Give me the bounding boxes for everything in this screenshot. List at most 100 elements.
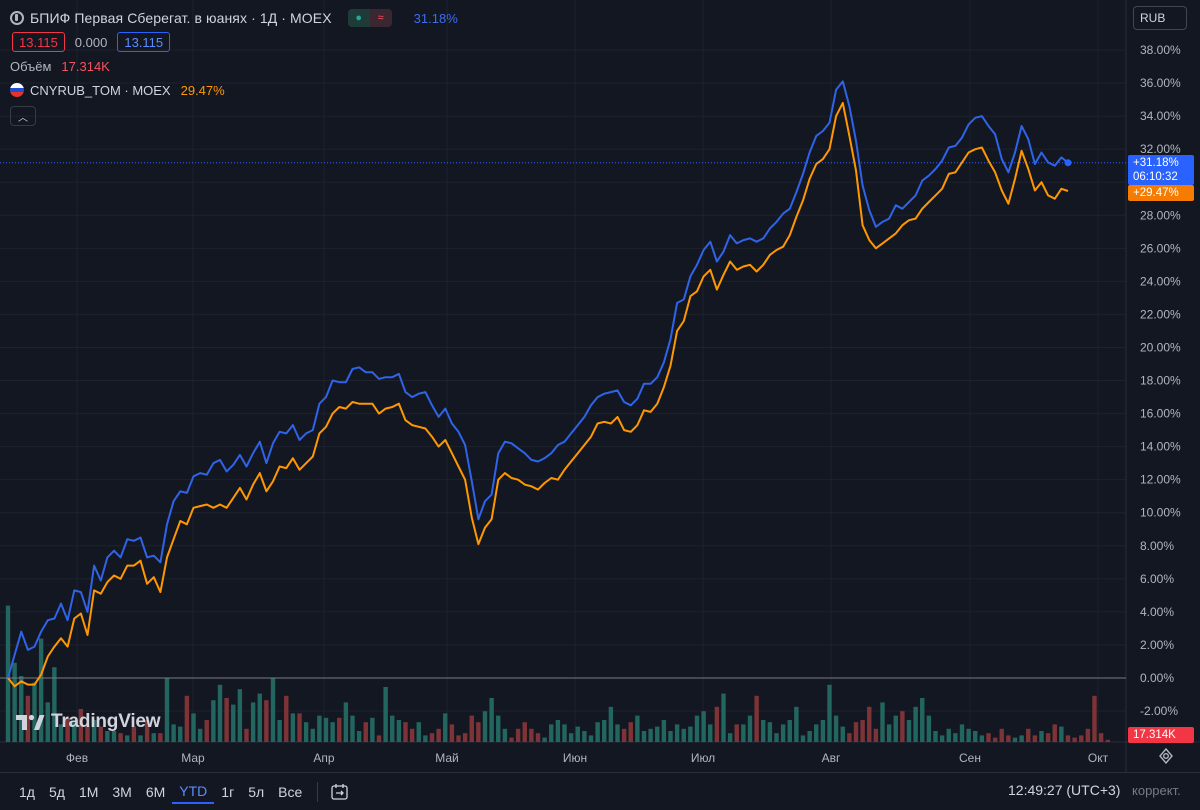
volume-bar [429,733,435,742]
volume-bar [164,678,170,742]
volume-bar [158,733,163,742]
symbol-title[interactable]: БПИФ Первая Сберегат. в юанях · 1Д · MOE… [30,10,332,26]
volume-bar [999,728,1004,742]
y-tick-label: 14.00% [1140,440,1181,454]
volume-bar [529,728,534,742]
volume-bar [310,728,315,742]
volume-bar [515,728,521,742]
legend: БПИФ Первая Сберегат. в юанях · 1Д · MOE… [10,6,458,126]
x-tick-label: Мар [181,751,205,765]
volume-bar [562,724,567,742]
volume-bar [1098,733,1104,742]
volume-bar [588,735,594,742]
range-button[interactable]: 3М [112,783,132,800]
volume-bar [966,728,971,742]
y-tick-label: -2.00% [1140,704,1178,718]
volume-bar [595,722,600,742]
compare-title[interactable]: CNYRUB_TOM · MOEX [30,82,171,98]
correction-toggle[interactable]: коррект. [1132,783,1181,798]
volume-bar [111,731,117,742]
volume-bar [423,735,428,742]
range-button[interactable]: 5л [248,783,265,800]
volume-bar [747,715,753,742]
volume-bar [290,713,296,742]
volume-bar [555,720,561,742]
range-button[interactable]: 1г [221,783,235,800]
volume-bar [343,702,349,742]
volume-bar [217,684,223,742]
y-tick-label: 36.00% [1140,76,1181,90]
volume-bar [72,722,77,742]
calendar-range-icon[interactable] [330,783,350,801]
spread-value: 0.000 [74,34,108,50]
volume-bar [1032,735,1038,742]
volume-bar [476,722,481,742]
main-series-line[interactable] [7,80,1069,679]
volume-bar [390,715,395,742]
volume-bar [257,693,262,742]
x-tick-label: Сен [959,751,981,765]
volume-bar [65,717,70,742]
volume-bar [58,724,64,742]
volume-bar [939,735,945,742]
volume-bar [761,720,766,742]
volume-bar [52,667,57,742]
range-button[interactable]: 1д [19,783,35,800]
volume-bar [933,731,938,742]
range-button[interactable]: Все [278,783,303,800]
sell-price-button[interactable]: 13.115 [12,32,65,52]
volume-bar [794,706,799,742]
currency-selector[interactable]: RUB [1133,6,1187,30]
tradingview-logo[interactable]: TradingView [15,711,161,733]
x-tick-label: Авг [822,751,841,765]
x-tick-label: Май [435,751,459,765]
volume-bar [648,728,653,742]
volume-bar [542,737,547,742]
volume-bar [38,638,44,742]
range-button[interactable]: YTD [172,780,215,804]
volume-bar [370,717,375,742]
volume-bar [661,720,667,742]
y-tick-label: 26.00% [1140,241,1181,255]
buy-price-button[interactable]: 13.115 [117,32,171,52]
volume-bar [1059,726,1064,742]
volume-bar [1105,739,1110,742]
compare-series-line[interactable] [7,101,1069,688]
volume-bar [462,733,468,742]
volume-bar [754,695,759,742]
compare-value: 29.47% [180,82,225,98]
volume-bar [264,700,269,742]
dot-button[interactable]: ● [347,9,370,27]
volume-price-label: 17.314K [1128,727,1194,743]
volume-bar [973,731,978,742]
wave-button[interactable]: ≈ [369,9,392,27]
x-tick-label: Окт [1088,751,1109,765]
range-button[interactable]: 1М [78,783,99,800]
collapse-legend-button[interactable]: ︿ [10,106,36,126]
volume-bar [197,728,203,742]
volume-bar [992,737,998,742]
range-buttons: 1д 5д 1М 3М 6М YTD 1г 5л Все [12,780,309,804]
volume-bar [860,720,865,742]
volume-bar [827,684,832,742]
volume-bar [900,711,905,742]
last-price-dot [1064,159,1072,167]
volume-bar [814,724,819,742]
volume-bar [211,700,216,742]
tradingview-logo-icon [16,714,45,730]
volume-bar [979,735,985,742]
volume-bar [91,720,97,742]
range-button[interactable]: 5д [48,783,65,800]
volume-bar [681,728,686,742]
volume-bar [45,702,50,742]
volume-bar [231,704,236,742]
volume-bar [443,713,448,742]
y-tick-label: 34.00% [1140,109,1181,123]
x-tick-label: Июл [691,751,715,765]
volume-bar [356,731,362,742]
range-button[interactable]: 6М [145,783,166,800]
clock[interactable]: 12:49:27 (UTC+3) [1008,782,1121,798]
settings-icon[interactable] [1158,748,1174,764]
volume-bar [721,693,726,742]
